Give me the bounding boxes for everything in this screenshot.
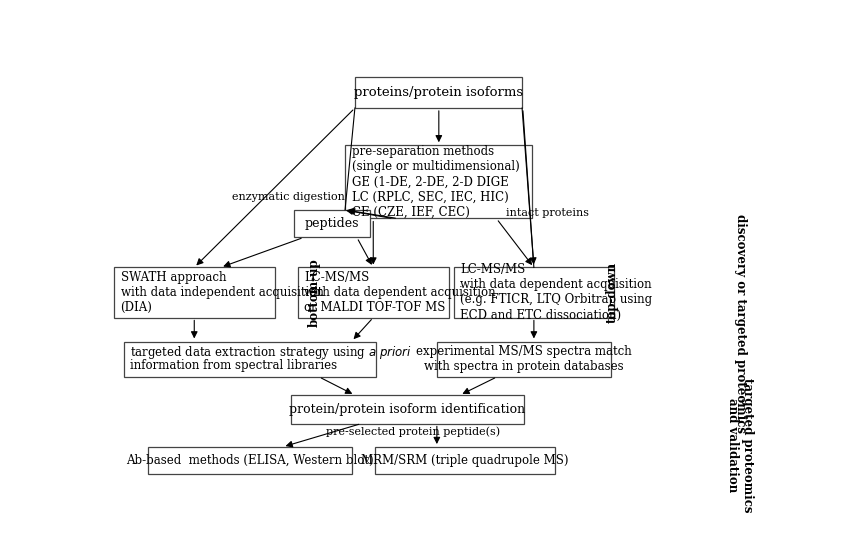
Text: peptides: peptides — [305, 217, 360, 230]
FancyBboxPatch shape — [345, 145, 532, 218]
Text: MRM/SRM (triple quadrupole MS): MRM/SRM (triple quadrupole MS) — [361, 454, 569, 467]
Text: proteins/protein isoforms: proteins/protein isoforms — [354, 86, 524, 99]
Text: targeted proteomics
and validation: targeted proteomics and validation — [727, 378, 755, 512]
Text: pre-separation methods
(single or multidimensional)
GE (1-DE, 2-DE, 2-D DIGE
LC : pre-separation methods (single or multid… — [352, 145, 519, 218]
FancyBboxPatch shape — [148, 447, 352, 474]
Text: protein/protein isoform identification: protein/protein isoform identification — [289, 403, 525, 416]
FancyBboxPatch shape — [437, 341, 611, 377]
FancyBboxPatch shape — [355, 76, 523, 108]
Text: LC-MS/MS
with data dependent acquisition
(e.g. FTICR, LTQ Orbitrap using
ECD and: LC-MS/MS with data dependent acquisition… — [460, 263, 652, 321]
FancyBboxPatch shape — [294, 210, 370, 237]
Text: bottom-up: bottom-up — [308, 258, 321, 327]
Text: pre-selected protein peptide(s): pre-selected protein peptide(s) — [326, 426, 500, 437]
Text: SWATH approach
with data independent acquisition
(DIA): SWATH approach with data independent acq… — [120, 271, 323, 314]
Text: targeted data extraction strategy using $\mathit{a\ priori}$: targeted data extraction strategy using … — [130, 344, 412, 361]
Text: LC-MS/MS
with data dependent acquisition
or MALDI TOF-TOF MS: LC-MS/MS with data dependent acquisition… — [305, 271, 496, 314]
FancyBboxPatch shape — [124, 341, 376, 377]
FancyBboxPatch shape — [453, 267, 614, 318]
Text: intact proteins: intact proteins — [506, 208, 589, 218]
Text: experimental MS/MS spectra match
with spectra in protein databases: experimental MS/MS spectra match with sp… — [416, 345, 632, 373]
Text: top-down: top-down — [606, 262, 619, 323]
Text: information from spectral libraries: information from spectral libraries — [130, 359, 338, 372]
Text: enzymatic digestion: enzymatic digestion — [232, 191, 345, 202]
FancyBboxPatch shape — [298, 267, 448, 318]
FancyBboxPatch shape — [291, 395, 524, 423]
Text: discovery or targeted proteomics: discovery or targeted proteomics — [734, 214, 747, 433]
FancyBboxPatch shape — [375, 447, 555, 474]
FancyBboxPatch shape — [114, 267, 275, 318]
Text: Ab-based  methods (ELISA, Western blot): Ab-based methods (ELISA, Western blot) — [126, 454, 374, 467]
